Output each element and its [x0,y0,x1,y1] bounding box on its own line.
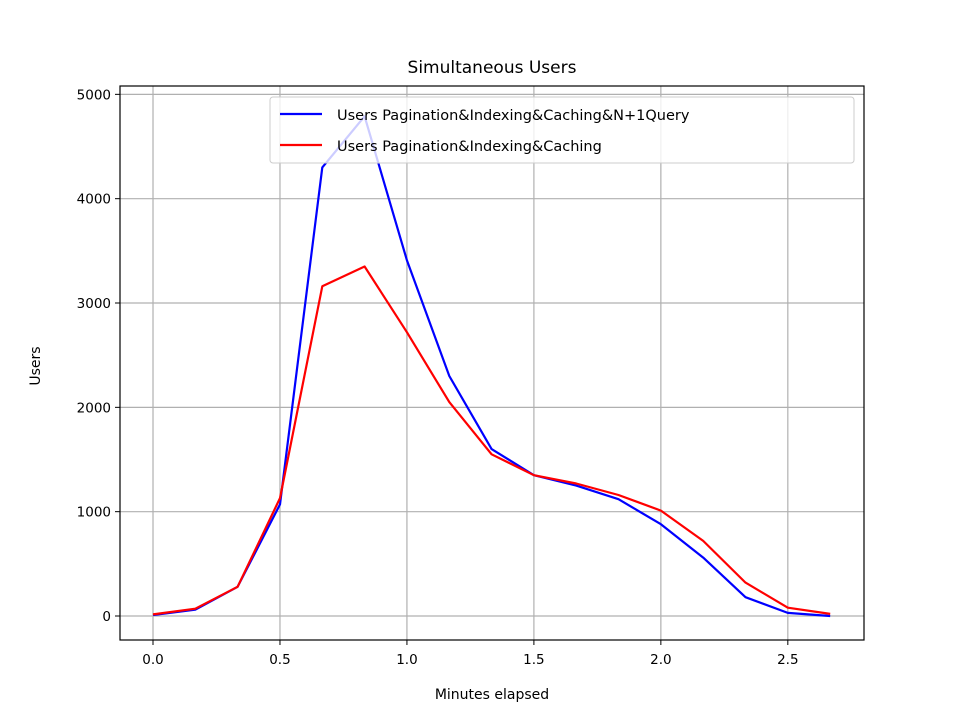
y-axis: 0 1000 2000 3000 4000 5000 [77,87,120,625]
y-tick-label: 1000 [77,505,111,521]
legend-label-1: Users Pagination&Indexing&Caching&N+1Que… [337,108,690,124]
x-tick-label: 2.0 [650,652,671,668]
plot-frame [119,85,865,641]
x-tick-label: 0.0 [142,652,163,668]
chart-title: Simultaneous Users [408,58,577,78]
x-tick-label: 0.5 [269,652,290,668]
x-axis-label: Minutes elapsed [435,687,549,703]
series-line-2 [152,265,831,616]
x-tick-label: 1.5 [523,652,544,668]
y-tick-label: 0 [102,609,111,625]
y-tick-label: 2000 [77,400,111,416]
y-tick-label: 3000 [77,296,111,312]
x-tick-label: 2.5 [777,652,798,668]
y-axis-label: Users [28,346,44,385]
legend-label-2: Users Pagination&Indexing&Caching [337,139,602,155]
series-lines [152,115,831,618]
legend: Users Pagination&Indexing&Caching&N+1Que… [269,96,855,164]
legend-frame [269,96,855,164]
series-line-1 [152,115,831,618]
y-tick-label: 4000 [77,192,111,208]
x-tick-label: 1.0 [396,652,417,668]
y-tick-label: 5000 [77,87,111,103]
grid [120,86,864,640]
x-axis: 0.0 0.5 1.0 1.5 2.0 2.5 [142,640,799,668]
